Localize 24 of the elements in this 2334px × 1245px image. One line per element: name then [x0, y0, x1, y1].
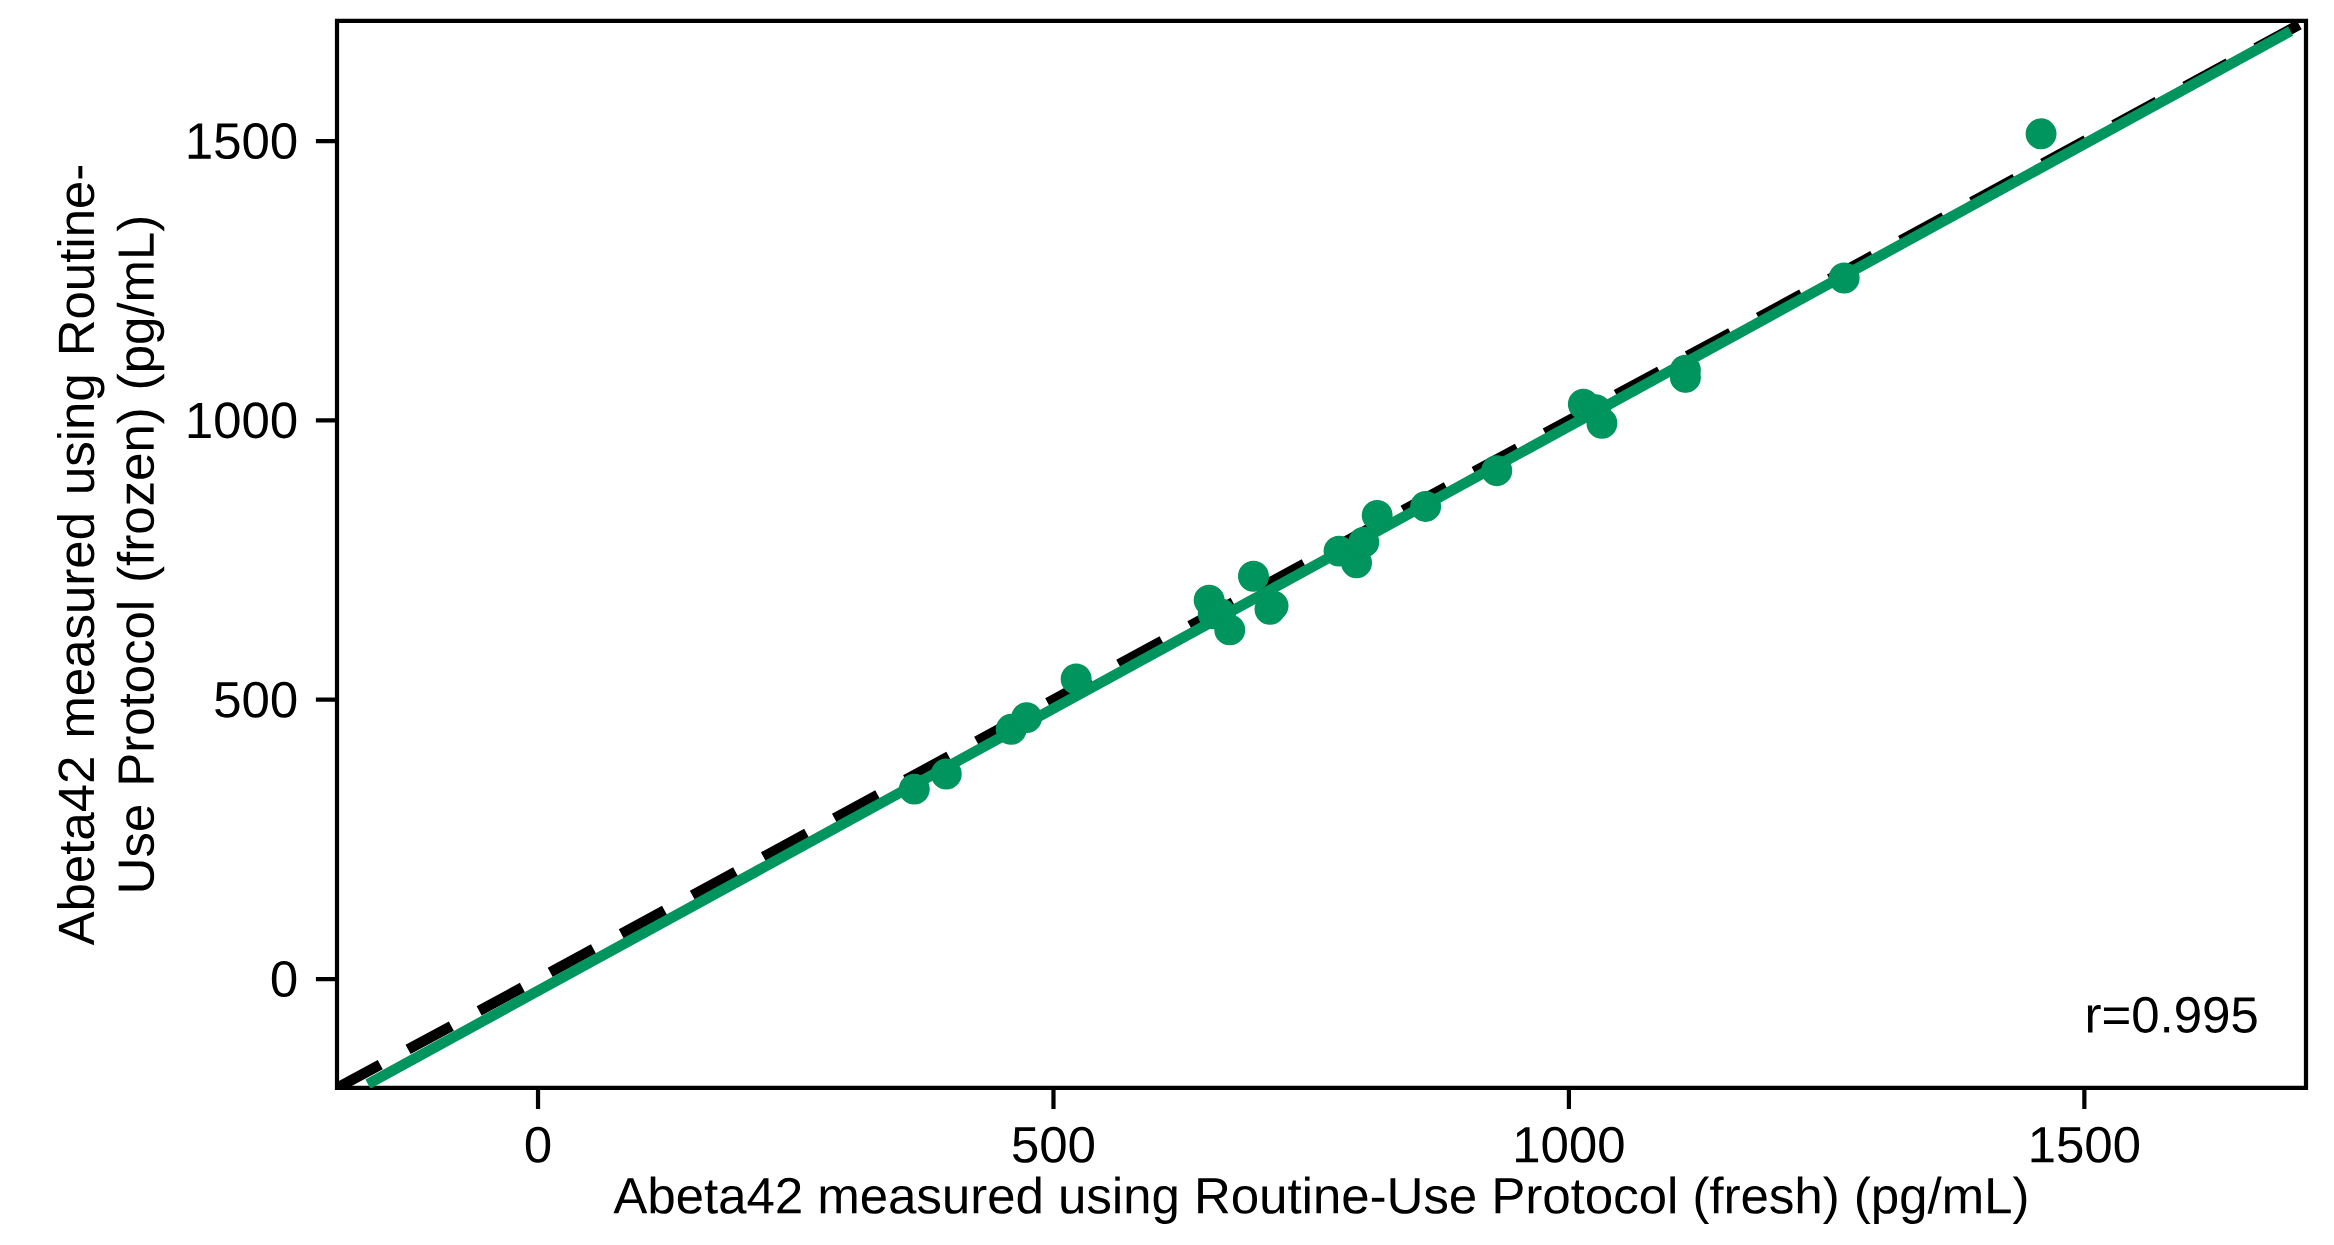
point [1011, 702, 1043, 734]
point [1361, 499, 1393, 531]
x-tick-label: 500 [1013, 1126, 1094, 1163]
x-tick-label: 1500 [2031, 1126, 2140, 1163]
point [930, 758, 962, 790]
y-tick-label: 1500 [188, 123, 297, 160]
point [1237, 560, 1269, 592]
point [898, 773, 930, 805]
point [1481, 455, 1513, 487]
x-axis-title: Abeta42 measured using Routine-Use Protocol (fresh) (pg/mL) [613, 1176, 2027, 1224]
y-axis-title: Abeta42 measured using Routine-Use Protocol (frozen) (pg/mL) [56, 166, 165, 946]
x-tick-label: 0 [525, 1126, 551, 1163]
point [1214, 614, 1246, 646]
y-tick-label: 500 [215, 681, 297, 718]
y-tick-label: 0 [271, 960, 297, 998]
point [1586, 407, 1618, 439]
point [1828, 262, 1860, 294]
y-tick-label: 1000 [188, 402, 297, 439]
point [1348, 526, 1380, 558]
x-tick-label: 1000 [1516, 1126, 1624, 1163]
annotation: r=0.995 [2087, 996, 2257, 1033]
point [1410, 490, 1442, 522]
point [2025, 118, 2057, 150]
point [1060, 663, 1092, 695]
